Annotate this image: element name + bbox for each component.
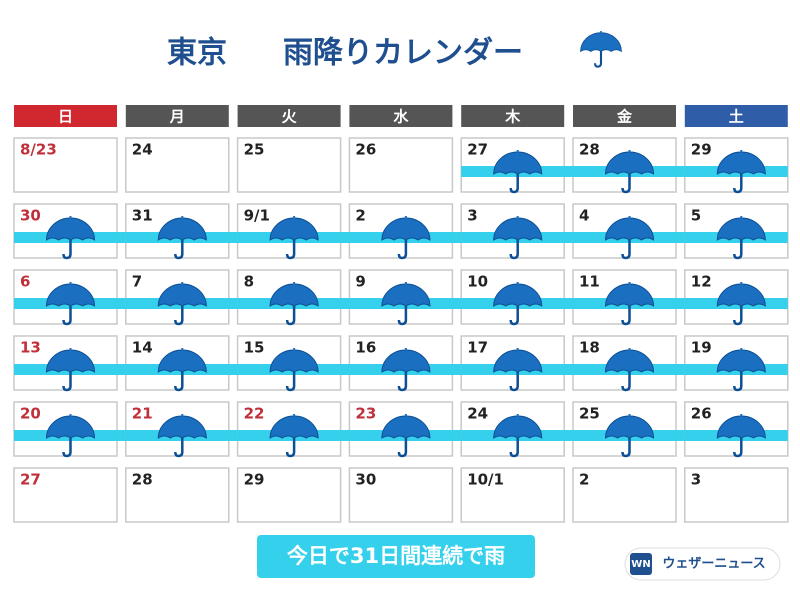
day-label: 25 — [244, 141, 265, 159]
day-label: 6 — [20, 273, 30, 291]
weekday-header — [684, 105, 788, 127]
weekday-header — [349, 105, 453, 127]
day-label: 23 — [355, 405, 376, 423]
day-cell — [684, 269, 789, 325]
weekday-label: 日 — [58, 108, 73, 126]
logo-mark-bg — [630, 553, 652, 575]
day-label: 21 — [132, 405, 153, 423]
weekday-label: 水 — [393, 108, 409, 126]
day-label: 13 — [20, 339, 41, 357]
day-label: 8/23 — [20, 141, 57, 159]
day-label: 11 — [579, 273, 600, 291]
day-label: 2 — [355, 207, 365, 225]
weekday-label: 金 — [616, 108, 633, 126]
day-label: 10/1 — [467, 471, 504, 489]
day-cell — [684, 467, 789, 523]
logo-text: ウェザーニュース — [662, 557, 765, 572]
day-cell — [13, 137, 118, 193]
grid: 日月火水木金土8/23 24 25 26 27 28 2930 31 9/1 2 3 4 56 7 8 9 10… — [13, 105, 789, 523]
day-cell — [125, 137, 230, 193]
day-label: 18 — [579, 339, 600, 357]
rain-bands — [13, 137, 789, 523]
day-label: 7 — [132, 273, 142, 291]
day-cell — [236, 467, 342, 523]
day-label: 28 — [579, 141, 600, 159]
day-label: 26 — [691, 405, 712, 423]
weekday-header — [573, 105, 676, 127]
day-label: 3 — [691, 471, 701, 489]
weekday-label: 火 — [282, 108, 298, 126]
streak-text: 今日で31日間連続で雨 — [287, 544, 505, 568]
day-label: 19 — [691, 339, 712, 357]
day-label: 16 — [355, 339, 376, 357]
day-label: 10 — [467, 273, 488, 291]
day-label: 29 — [691, 141, 712, 159]
weekday-header — [125, 105, 229, 127]
day-label: 8 — [244, 273, 254, 291]
day-label: 30 — [355, 471, 376, 489]
day-label: 25 — [579, 405, 600, 423]
weekday-label: 木 — [504, 108, 521, 126]
day-cell — [348, 401, 454, 457]
day-label: 20 — [20, 405, 41, 423]
logo-box — [624, 547, 781, 581]
day-label: 28 — [132, 471, 153, 489]
day-cell — [572, 467, 677, 523]
day-label: 9/1 — [244, 207, 270, 225]
weekday-label: 月 — [169, 108, 185, 126]
day-label: 14 — [132, 339, 153, 357]
day-label: 27 — [20, 471, 41, 489]
day-label: 2 — [579, 471, 589, 489]
weekday-header — [237, 105, 341, 127]
day-cell — [125, 401, 230, 457]
day-label: 30 — [20, 207, 41, 225]
city: 東京 — [167, 36, 227, 71]
day-cell — [13, 467, 118, 523]
streak-box — [257, 535, 535, 578]
day-label: 24 — [467, 405, 488, 423]
day-label: 22 — [244, 405, 265, 423]
day-label: 26 — [355, 141, 376, 159]
day-cell — [348, 137, 454, 193]
weekday-header — [461, 105, 565, 127]
day-label: 9 — [355, 273, 365, 291]
weekday-label: 土 — [729, 108, 744, 126]
weekday-header — [14, 105, 117, 127]
day-label: 5 — [691, 207, 701, 225]
day-label: 27 — [467, 141, 488, 159]
day-label: 12 — [691, 273, 712, 291]
day-label: 29 — [244, 471, 265, 489]
day-label: 4 — [579, 207, 589, 225]
day-cell — [125, 467, 230, 523]
day-label: 17 — [467, 339, 488, 357]
title: 雨降りカレンダー — [283, 36, 523, 71]
day-cell — [348, 467, 454, 523]
day-label: 31 — [132, 207, 153, 225]
day-label: 15 — [244, 339, 265, 357]
logo-mark: WN — [631, 559, 650, 570]
title-icon — [579, 29, 623, 68]
day-label: 3 — [467, 207, 477, 225]
day-label: 24 — [132, 141, 153, 159]
day-cell — [236, 137, 342, 193]
day-cell — [460, 467, 565, 523]
